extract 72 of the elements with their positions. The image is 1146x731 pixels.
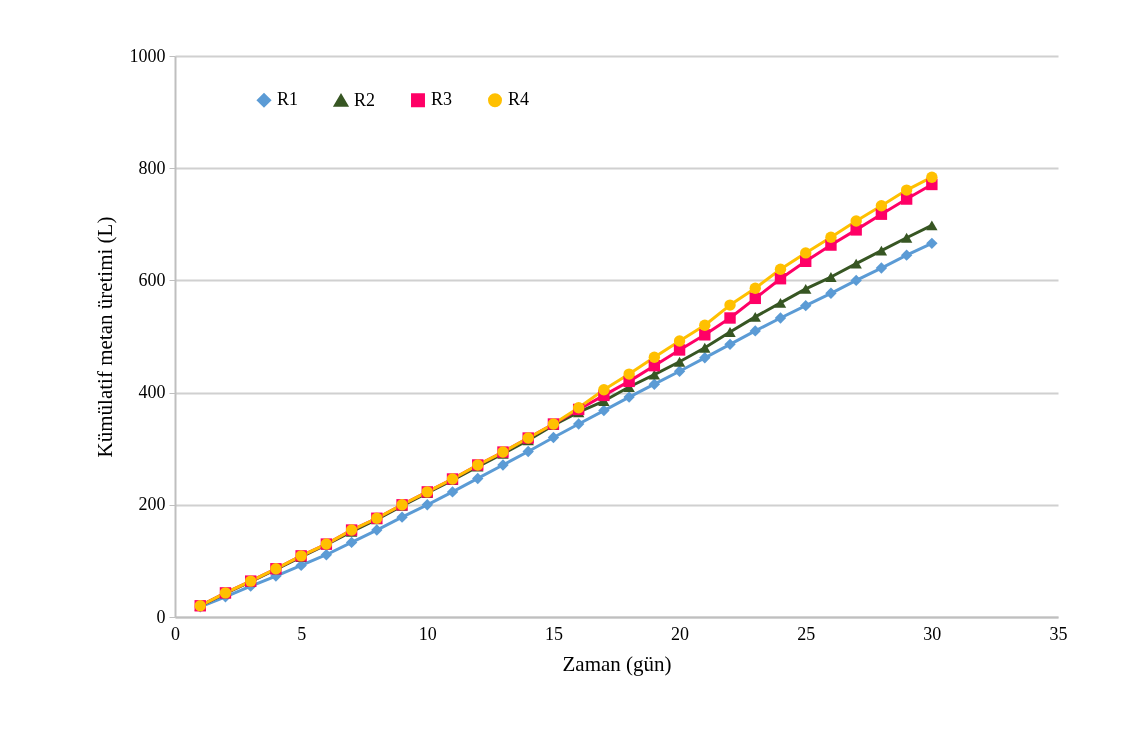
point [900,184,913,196]
legend-label: R1 [277,89,299,110]
y-tick-label: 200 [138,494,166,515]
point [926,220,938,231]
x-tick-label: 10 [418,623,437,644]
point [623,391,635,403]
x-tick-label: 5 [297,623,307,644]
point [371,524,383,536]
point [648,351,661,363]
point [774,263,787,275]
point [446,486,459,498]
point [926,237,938,250]
point [850,215,862,227]
point [522,445,534,458]
point [699,342,711,353]
point [699,319,711,331]
y-tick-label: 800 [138,157,166,178]
x-tick-label: 30 [923,623,942,644]
point [724,338,736,351]
legend-label: R4 [508,89,530,110]
x-tick-label: 35 [1049,623,1068,644]
point [800,247,812,259]
point [648,378,661,390]
y-tick-label: 0 [156,606,166,627]
point [825,231,837,243]
point [724,299,736,311]
point [345,536,358,549]
point [749,325,761,337]
point [875,262,888,274]
point [724,327,736,337]
legend-label: R3 [431,89,453,110]
legend-label: R2 [354,89,376,110]
point [497,459,509,471]
point [673,365,686,377]
point [699,352,711,364]
point [800,283,812,294]
point [875,200,888,212]
point [749,282,761,294]
point [926,171,938,183]
point [699,329,711,341]
point [850,258,862,269]
point [673,356,686,367]
point [875,245,888,256]
x-tick-label: 25 [797,623,816,644]
point [825,272,837,282]
y-axis-title: Kümülatif metan üretimi (L) [92,216,117,458]
y-tick-label: 600 [138,269,166,290]
point [472,472,484,485]
point [623,368,635,380]
point [724,312,736,324]
x-tick-label: 20 [671,623,690,644]
point [572,418,585,430]
point [749,311,761,322]
point [774,297,787,308]
point [421,499,433,511]
point [900,232,913,243]
x-axis-title: Zaman (gün) [562,651,672,676]
point [396,511,408,523]
x-tick-label: 15 [544,623,563,644]
point [749,292,761,305]
point [800,299,812,312]
point [673,335,686,347]
point [850,274,862,287]
point [320,549,333,561]
point [774,312,787,324]
y-tick-label: 400 [138,382,166,403]
point [598,384,610,396]
point [825,287,837,299]
point [900,249,913,261]
point [547,431,560,444]
y-tick-label: 1000 [129,45,166,66]
x-tick-label: 0 [171,623,180,644]
